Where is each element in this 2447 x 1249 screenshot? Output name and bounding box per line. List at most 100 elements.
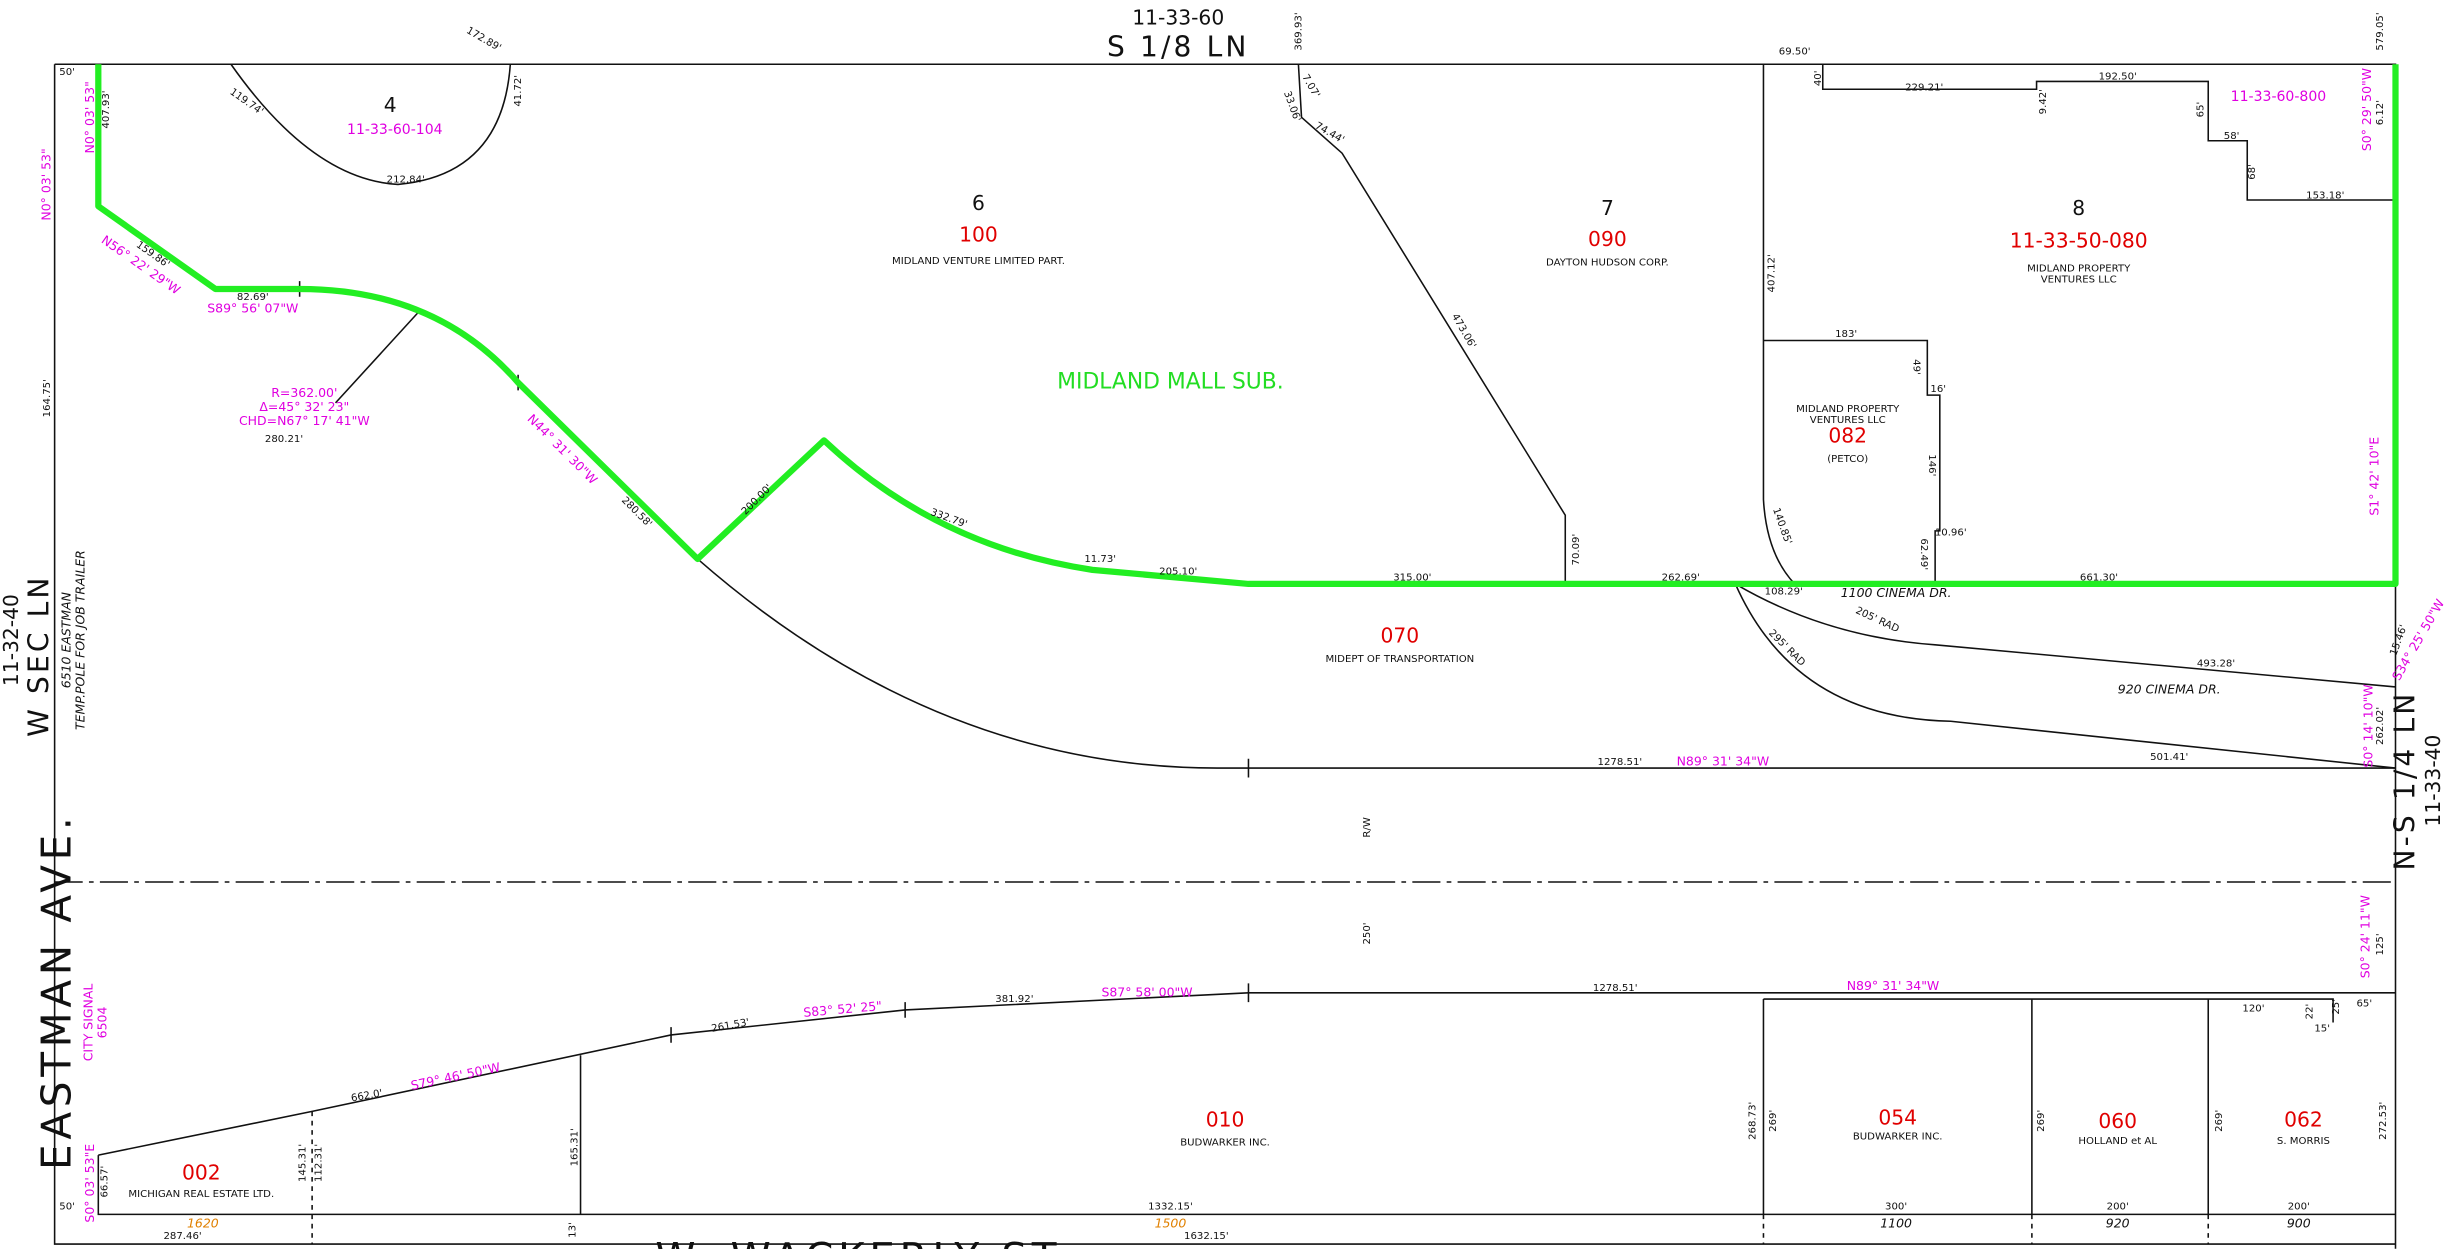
- bearing-label: S1° 42' 10"E: [2367, 437, 2382, 516]
- dimension-label: 250': [1362, 922, 1373, 944]
- dimension-label: 65': [2195, 102, 2206, 118]
- parcel-label-label: (PETCO): [1827, 454, 1868, 465]
- road-label: S 1/8 LN: [1107, 31, 1249, 64]
- dimension-label: 69.50': [1779, 47, 1811, 58]
- dimension-label: 22': [2305, 1004, 2316, 1020]
- lot-4-curve: [230, 63, 512, 186]
- dimension-label: 6.12': [2375, 100, 2386, 125]
- parcel-label-label: 062: [2284, 1107, 2323, 1131]
- boundary: [95, 64, 2399, 588]
- bearing-label: N0° 03' 53": [38, 148, 53, 220]
- dimension-label: 10.96': [1935, 527, 1967, 538]
- bearing-label: N89° 31' 34"W: [1677, 753, 1770, 768]
- dimension-label: 269': [2036, 1110, 2047, 1132]
- dimension-label: 579.05': [2375, 12, 2386, 50]
- parcel-label-label: BUDWARKER INC.: [1180, 1138, 1270, 1149]
- dimension-label: 272.53': [2378, 1102, 2389, 1140]
- dimension-label: 493.28': [2197, 659, 2235, 670]
- road-label: 11-33-40: [2421, 735, 2445, 827]
- parcel-label-label: HOLLAND et AL: [2078, 1136, 2157, 1147]
- dimension-label: 70.09': [1571, 534, 1582, 566]
- parcel-label-label: 7: [1601, 196, 1614, 220]
- parcel-label-label: MIDLAND MALL SUB.: [1057, 370, 1284, 395]
- curve-label: CHD=N67° 17' 41"W: [239, 413, 370, 428]
- dimension-label: 287.46': [163, 1231, 201, 1242]
- bearing-label: S0° 24' 11"W: [2357, 895, 2372, 978]
- dimension-label: 41.72': [513, 75, 524, 107]
- dimension-label: 407.93': [101, 90, 112, 128]
- dimension-label: 200': [2288, 1202, 2310, 1213]
- dimension-label: 145.31': [298, 1144, 309, 1182]
- dimension-label: 1278.51': [1593, 983, 1638, 994]
- road-label: EASTMAN AVE.: [32, 812, 80, 1170]
- bearing-label: S87° 58' 00"W: [1101, 984, 1192, 999]
- note-label: TEMP.POLE FOR JOB TRAILER: [73, 550, 88, 730]
- dimension-label: 15': [2314, 1024, 2330, 1035]
- dimension-label: 7.07': [1299, 73, 1321, 100]
- dimension-label: 1278.51': [1598, 757, 1643, 768]
- curve-label: Δ=45° 32' 23": [259, 399, 349, 414]
- bearing-label: S0° 29' 50"W: [2359, 68, 2374, 151]
- dimension-label: 200.00': [740, 483, 775, 518]
- road-label: 11-33-60: [1132, 5, 1224, 29]
- parcel-label-label: 060: [2098, 1109, 2137, 1133]
- dimension-label: 68': [2247, 164, 2258, 180]
- parcel-label-label: DAYTON HUDSON CORP.: [1546, 257, 1669, 268]
- dimension-label: 212.84': [387, 175, 425, 186]
- note-label: R/W: [1362, 817, 1373, 837]
- dimension-label: 82.69': [237, 292, 269, 303]
- road-label: W. WACKERLY ST: [655, 1234, 1061, 1249]
- road-label: 11-32-40: [0, 594, 23, 686]
- dimension-label: 172.89': [464, 25, 503, 54]
- dimension-label: 229.21': [1905, 83, 1943, 94]
- note-label: 6504: [94, 1007, 109, 1039]
- bearing-label: S0° 03' 53"E: [82, 1144, 97, 1223]
- dimension-label: 65': [2356, 999, 2372, 1010]
- parcel-label-label: VENTURES LLC: [2041, 275, 2117, 286]
- row-line: [697, 558, 2396, 769]
- dimension-label: 268.73': [1748, 1102, 1759, 1140]
- dimension-label: 146': [1926, 454, 1937, 476]
- note-label: 1500: [1155, 1215, 1187, 1230]
- dimension-label: 125': [2375, 933, 2386, 955]
- parcel-label-label: 070: [1381, 623, 1420, 647]
- leader: [334, 311, 419, 404]
- parcel-label-label: MIDLAND VENTURE LIMITED PART.: [892, 256, 1065, 267]
- dimension-label: 501.41': [2150, 752, 2188, 763]
- dimension-label: 200': [2107, 1202, 2129, 1213]
- road-label: N-S 1/4 LN: [2388, 691, 2421, 871]
- parcel-label-label: 11-33-60-800: [2231, 89, 2327, 105]
- parcel-label-label: 010: [1206, 1107, 1245, 1131]
- parcel-label-label: 4: [384, 93, 397, 117]
- dimension-label: 315.00': [1393, 573, 1431, 584]
- note-label: 900: [2287, 1215, 2311, 1230]
- parcel-label-label: 002: [182, 1160, 221, 1184]
- dimension-label: 205.10': [1159, 566, 1197, 577]
- dimension-label: 50': [59, 67, 75, 78]
- parcel-line: [1297, 64, 1567, 584]
- curve-label: R=362.00': [271, 385, 337, 400]
- parcel-label-label: S. MORRIS: [2277, 1136, 2330, 1147]
- bearing-label: S79° 46' 50"W: [409, 1059, 501, 1093]
- dimension-label: 40': [1813, 70, 1824, 86]
- dimension-label: 66.57': [100, 1166, 111, 1198]
- dimension-label: 261.53': [711, 1017, 751, 1034]
- dimension-label: 153.18': [2306, 190, 2344, 201]
- dimension-label: 140.85': [1770, 507, 1793, 547]
- curve-label: 280.21': [265, 434, 303, 445]
- parcel-label-label: MIDLAND PROPERTY: [2027, 264, 2131, 275]
- dimension-label: 9.42': [2038, 89, 2049, 114]
- dimension-label: 262.02': [2375, 707, 2386, 745]
- dimension-label: 381.92': [995, 994, 1033, 1005]
- dimension-label: 16': [1930, 384, 1946, 395]
- parcel-label-label: 082: [1828, 424, 1867, 448]
- parcel-label-label: MIDLAND PROPERTY: [1796, 404, 1900, 415]
- dimension-label: 269': [1768, 1110, 1779, 1132]
- dimension-label: 33.06': [1281, 90, 1302, 124]
- note-label: 920 CINEMA DR.: [2118, 682, 2221, 697]
- dimension-label: 192.50': [2099, 72, 2137, 83]
- parcel-label-label: 6: [972, 191, 985, 215]
- bearing-label: S0° 14' 10"W: [2360, 684, 2375, 767]
- note-label: 1620: [187, 1215, 219, 1230]
